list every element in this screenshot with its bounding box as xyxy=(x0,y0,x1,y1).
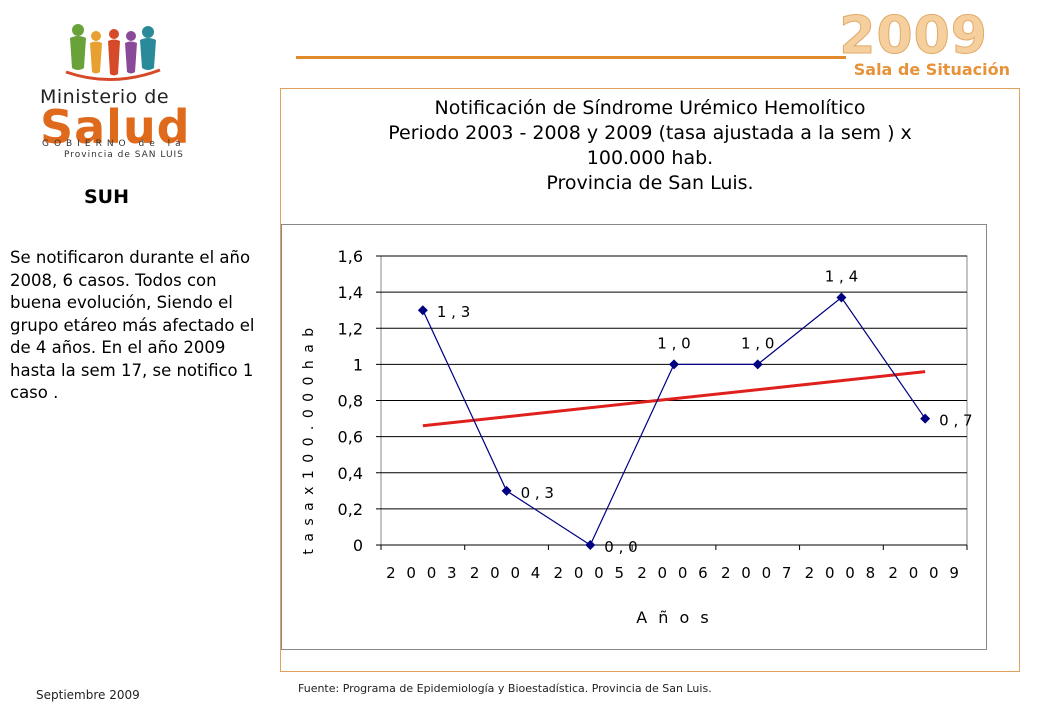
data-point xyxy=(501,485,512,496)
chart-title-line: Provincia de San Luis. xyxy=(546,172,754,194)
x-tick-label: 2 0 0 6 xyxy=(637,564,710,582)
data-label: 0 , 7 xyxy=(939,412,972,430)
data-label: 1 , 3 xyxy=(437,303,470,321)
x-tick-label: 2 0 0 5 xyxy=(554,564,627,582)
y-tick-label: 0,6 xyxy=(338,428,363,447)
x-tick-label: 2 0 0 7 xyxy=(721,564,794,582)
logo-provincia-text: Provincia de SAN LUIS xyxy=(64,150,184,160)
data-label: 1 , 0 xyxy=(657,334,690,352)
y-tick-label: 0 xyxy=(353,536,363,555)
y-tick-label: 0,4 xyxy=(338,464,363,483)
y-tick-label: 0,2 xyxy=(338,500,363,519)
data-label: 1 , 4 xyxy=(825,268,858,286)
data-label: 1 , 0 xyxy=(741,334,774,352)
data-point xyxy=(669,359,679,370)
sala-situacion-label: Sala de Situación xyxy=(853,60,1010,79)
x-tick-label: 2 0 0 4 xyxy=(470,564,543,582)
year-mark: 2009 xyxy=(839,6,988,67)
footer-date: Septiembre 2009 xyxy=(36,688,140,702)
data-point xyxy=(752,359,763,370)
y-axis-title: t a s a x 1 0 0 . 0 0 0 h a b xyxy=(301,326,317,554)
y-tick-label: 1,6 xyxy=(338,247,363,266)
x-tick-label: 2 0 0 3 xyxy=(386,564,459,582)
header-divider xyxy=(296,56,846,59)
logo-ministerio-text: Ministerio de xyxy=(40,86,170,108)
y-tick-label: 1 xyxy=(353,355,363,374)
ministerio-salud-logo: Ministerio de Salud GOBIERNO de la Provi… xyxy=(30,22,210,172)
people-figures-icon xyxy=(65,24,161,81)
data-point xyxy=(836,292,847,303)
data-label: 0 , 0 xyxy=(604,538,637,556)
x-axis-title: A ñ o s xyxy=(636,608,711,627)
logo-salud-text: Salud xyxy=(40,100,191,154)
side-body-text: Se notificaron durante el año 2008, 6 ca… xyxy=(10,248,255,402)
data-point xyxy=(417,305,428,316)
line-chart: 0 0,2 0,4 0,6 0,8 1 1,2 1,4 1,6 2 0 0 3 2 0 0 4 2 0… xyxy=(301,247,973,627)
chart-title-line: 100.000 hab. xyxy=(586,147,714,169)
chart-title-line: Periodo 2003 - 2008 y 2009 (tasa ajustad… xyxy=(388,122,912,144)
data-label: 0 , 3 xyxy=(521,484,554,502)
y-tick-label: 0,8 xyxy=(338,392,363,411)
data-point xyxy=(585,540,596,550)
chart-title-line: Notificación de Síndrome Urémico Hemolít… xyxy=(434,97,866,119)
y-tick-label: 1,4 xyxy=(338,283,363,302)
side-title: SUH xyxy=(84,186,130,208)
trend-line xyxy=(422,370,926,428)
data-point xyxy=(920,413,931,424)
y-tick-label: 1,2 xyxy=(338,319,363,338)
main-frame xyxy=(280,88,1020,672)
x-tick-label: 2 0 0 9 xyxy=(888,564,961,582)
source-note: Fuente: Programa de Epidemiología y Bioe… xyxy=(298,682,712,695)
logo-gobierno-text: GOBIERNO de la xyxy=(42,139,186,149)
chart-frame xyxy=(281,224,987,650)
chart-title: Notificación de Síndrome Urémico Hemolít… xyxy=(292,96,1008,196)
x-tick-label: 2 0 0 8 xyxy=(805,564,878,582)
